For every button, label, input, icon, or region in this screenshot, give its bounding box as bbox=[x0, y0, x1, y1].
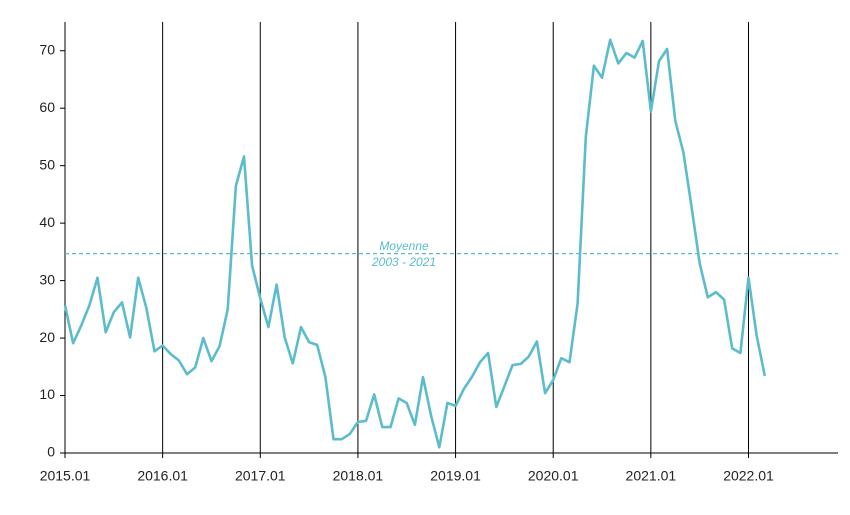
x-tick-label: 2018.01 bbox=[333, 468, 384, 484]
y-tick-label: 40 bbox=[39, 214, 55, 230]
y-tick-label: 10 bbox=[39, 386, 55, 402]
x-tick-label: 2021.01 bbox=[626, 468, 677, 484]
y-tick-label: 20 bbox=[39, 329, 55, 345]
y-tick-label: 30 bbox=[39, 271, 55, 287]
y-tick-label: 0 bbox=[47, 444, 55, 460]
reference-label: Moyenne bbox=[379, 239, 429, 253]
x-tick-label: 2017.01 bbox=[235, 468, 286, 484]
data-line bbox=[63, 38, 767, 449]
x-tick-label: 2015.01 bbox=[40, 468, 91, 484]
y-tick-label: 60 bbox=[39, 99, 55, 115]
y-tick-label: 50 bbox=[39, 156, 55, 172]
x-tick-label: 2016.01 bbox=[137, 468, 188, 484]
x-tick-label: 2019.01 bbox=[430, 468, 481, 484]
y-tick-label: 70 bbox=[39, 41, 55, 57]
x-tick-label: 2020.01 bbox=[528, 468, 579, 484]
x-tick-label: 2022.01 bbox=[723, 468, 774, 484]
reference-label: 2003 - 2021 bbox=[371, 255, 436, 269]
